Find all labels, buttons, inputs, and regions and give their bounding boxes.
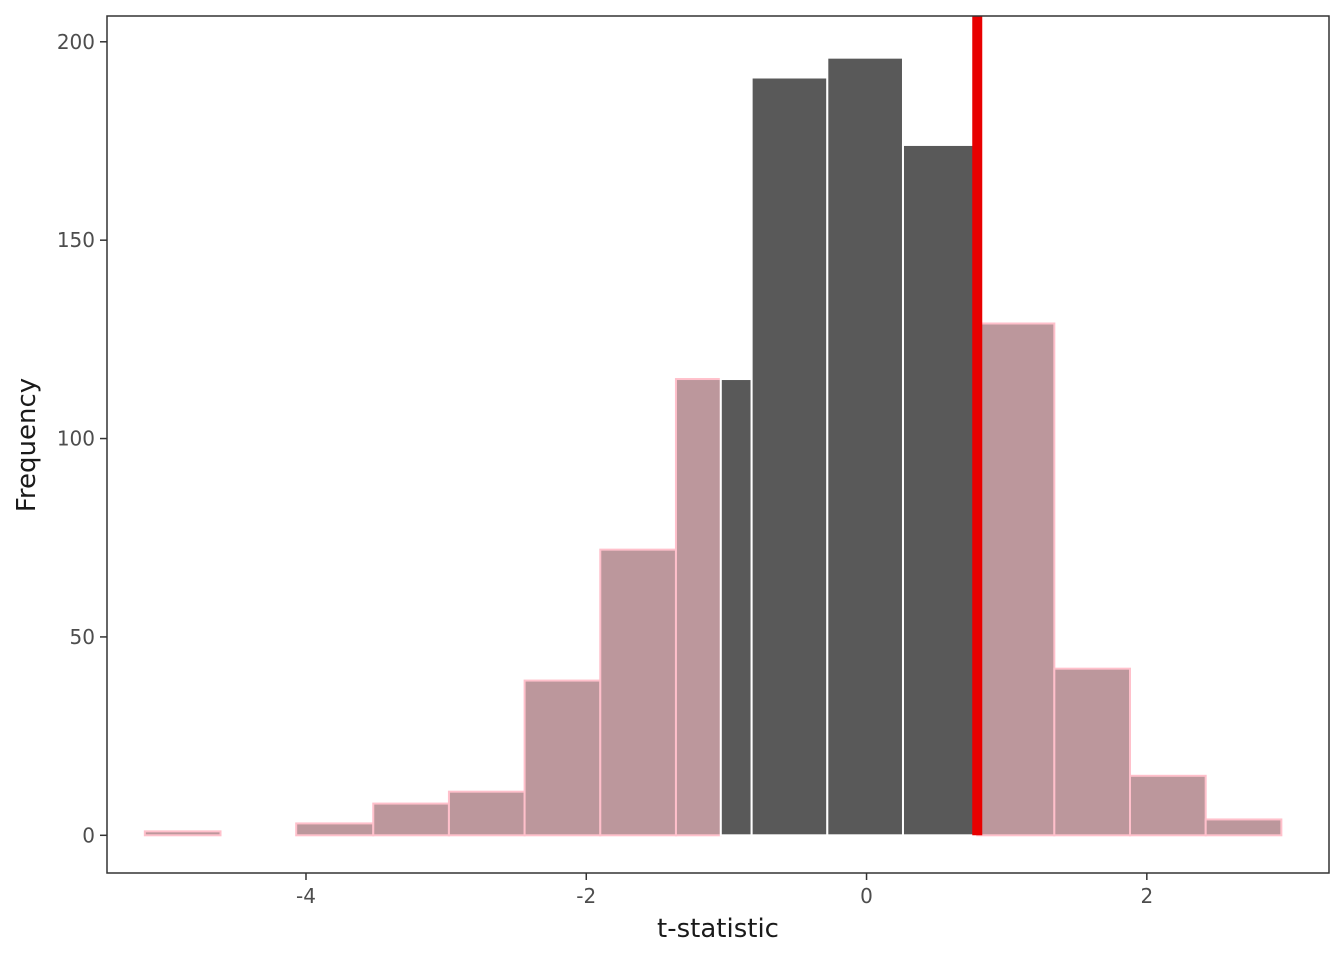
tail-bar-2 xyxy=(295,822,375,837)
x-tick-label: 0 xyxy=(860,884,873,908)
tail-bar-14 xyxy=(1129,774,1207,837)
center-bar-9 xyxy=(750,76,829,837)
y-axis-title: Frequency xyxy=(12,378,42,512)
y-tick-label: 200 xyxy=(57,30,95,54)
tail-bar-12 xyxy=(976,322,1056,837)
tail-bar-7 xyxy=(674,378,722,837)
x-tick-label: 2 xyxy=(1140,884,1153,908)
center-bar-10 xyxy=(826,56,904,837)
y-tick-label: 100 xyxy=(57,427,95,451)
histogram-bars xyxy=(143,56,1283,837)
tail-bar-6 xyxy=(599,548,677,837)
x-axis-title: t-statistic xyxy=(657,914,779,944)
y-tick-label: 0 xyxy=(82,823,95,847)
panel-border xyxy=(106,15,1330,874)
tail-bar-0 xyxy=(143,830,222,837)
y-tick-label: 150 xyxy=(57,228,95,252)
tail-bar-15 xyxy=(1204,818,1283,837)
y-tick-label: 50 xyxy=(70,625,95,649)
center-bar-11 xyxy=(901,143,979,837)
tail-bar-13 xyxy=(1053,667,1132,837)
center-bar-8 xyxy=(719,378,753,837)
y-axis: 0 50 100 150 200 xyxy=(57,30,107,847)
tail-bar-3 xyxy=(372,802,450,837)
tail-bar-5 xyxy=(523,679,602,837)
x-tick-label: -4 xyxy=(296,884,316,908)
tail-bar-4 xyxy=(447,790,526,837)
x-axis: -4 -2 0 2 xyxy=(296,873,1153,908)
x-tick-label: -2 xyxy=(576,884,596,908)
